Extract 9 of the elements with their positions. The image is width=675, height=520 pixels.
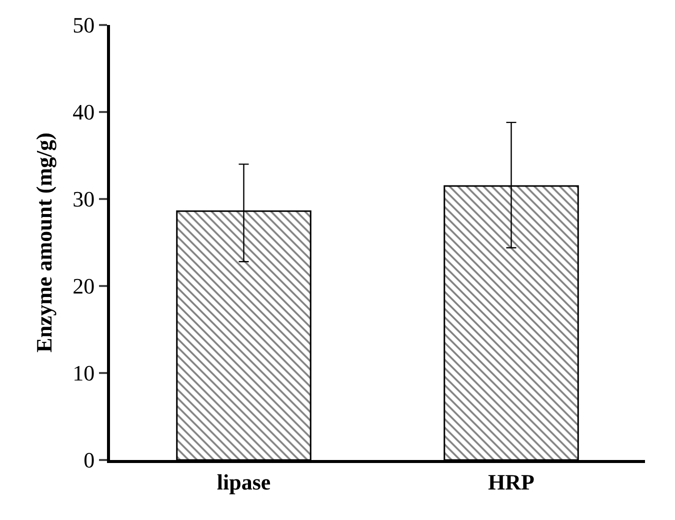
x-tick-label: lipase bbox=[216, 469, 271, 494]
y-tick-label: 0 bbox=[84, 448, 95, 473]
y-tick-label: 40 bbox=[72, 100, 95, 125]
y-tick-label: 50 bbox=[72, 12, 95, 38]
y-axis-title: Enzyme amount (mg/g) bbox=[31, 132, 56, 352]
x-tick-label: HRP bbox=[488, 469, 534, 494]
y-tick-label: 10 bbox=[72, 360, 95, 386]
y-tick-label: 20 bbox=[72, 274, 95, 299]
y-tick-label: 30 bbox=[72, 186, 95, 212]
